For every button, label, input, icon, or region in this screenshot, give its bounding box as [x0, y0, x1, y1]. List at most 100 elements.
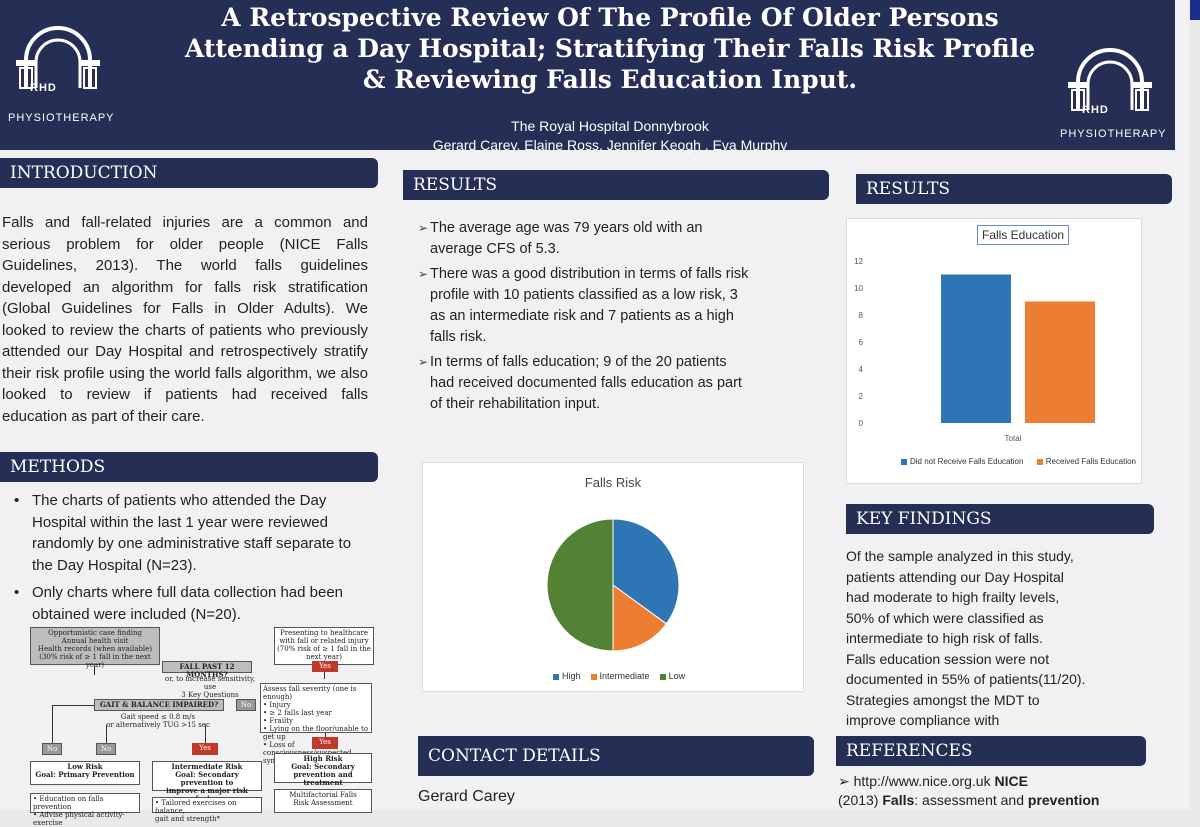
methods-heading: METHODS [0, 452, 378, 482]
list-item: ➢ In terms of falls education; 9 of the 2… [418, 354, 742, 412]
y-tick-label: 8 [859, 311, 864, 320]
y-tick-label: 2 [859, 392, 864, 401]
arch-icon [1068, 48, 1152, 111]
falls-risk-pie [546, 518, 680, 652]
falls-education-bars: 0 2 4 6 8 10 12 Total [854, 257, 1095, 443]
gait-speed-note: Gait speed ≤ 0.8 m/s or alternatively TU… [106, 713, 210, 729]
y-tick-label: 0 [859, 419, 864, 428]
text-line: improve compliance with [846, 712, 1000, 728]
institution: The Royal Hospital Donnybrook [511, 118, 709, 134]
key-questions-note: or, to increase sensitivity, use 3 Key Q… [164, 675, 256, 699]
arrow-icon: ➢ [418, 221, 429, 235]
yes-label: Yes [192, 743, 218, 755]
high-risk-actions: Multifactorial Falls Risk Assessment [274, 789, 372, 813]
legend-swatch [659, 673, 666, 680]
text-line: 50% of which were classified as [846, 609, 1044, 626]
rhd-logo-right: RHD PHYSIOTHERAPY [1060, 40, 1190, 150]
methods-list: • The charts of patients who attended the… [12, 490, 362, 631]
y-tick-label: 4 [859, 365, 864, 374]
pie-legend: High Intermediate Low [553, 671, 685, 681]
contact-name: Gerard Carey [418, 788, 515, 805]
pie-slice-high [612, 518, 680, 625]
text-line: Of the sample analyzed in this study, [846, 548, 1074, 564]
reference-item: ➢ http://www.nice.org.uk NICE [838, 773, 1028, 789]
y-tick-label: 12 [854, 257, 863, 266]
no-label: No [236, 699, 256, 711]
arrow-icon: ➢ [418, 355, 429, 369]
legend-item: High [553, 671, 581, 681]
fall-severity-box: Assess fall severity (one is enough) • I… [260, 683, 372, 765]
results-heading: RESULTS [403, 170, 829, 200]
yes-label: Yes [312, 737, 338, 749]
no-label: No [96, 743, 116, 755]
reference-item-line2: (2013) Falls: assessment and prevention [838, 792, 1100, 808]
fall-question-box: FALL PAST 12 MONTHS? [162, 661, 252, 679]
text-line: Strategies amongst the MDT to [846, 691, 1040, 708]
bar-did-not-receive [941, 274, 1011, 423]
low-risk-actions: • Education on falls prevention • Advise… [30, 793, 140, 827]
results-heading-right: RESULTS [856, 174, 1172, 204]
reference-link[interactable]: http://www.nice.org.uk [853, 773, 991, 789]
y-tick-label: 6 [859, 338, 864, 347]
low-risk-box: Low Risk Goal: Primary Prevention [30, 761, 140, 785]
falls-education-chart-card: Falls Education 0 2 4 6 8 10 12 Total Did not R… [846, 218, 1142, 484]
legend-item: Low [659, 671, 685, 681]
poster-header: RHD PHYSIOTHERAPY A Retrospective Review… [0, 0, 1175, 153]
falls-risk-chart-card: Falls Risk High Intermediate Low [422, 462, 804, 692]
authors: Gerard Carey, Elaine Ross, Jennifer Keog… [432, 137, 788, 153]
list-item: • The charts of patients who attended the… [14, 492, 352, 574]
list-item: • Only charts where full data collection … [14, 584, 344, 623]
logo-text: PHYSIOTHERAPY [8, 112, 115, 124]
intermediate-risk-actions: • Tailored exercises on balance, gait an… [152, 797, 262, 823]
legend-swatch [553, 673, 559, 680]
gait-question-box: GAIT & BALANCE IMPAIRED? [94, 699, 224, 711]
key-findings-text: Of the sample analyzed in this study, pa… [846, 546, 1146, 751]
title-line: Attending a Day Hospital; Stratifying Th… [184, 34, 1036, 63]
arch-icon [16, 26, 100, 89]
contact-heading: CONTACT DETAILS [418, 736, 814, 776]
rhd-logo-left: RHD PHYSIOTHERAPY [8, 18, 138, 128]
chart-title: Falls Risk [584, 475, 642, 490]
legend-swatch [901, 458, 907, 465]
title-line: A Retrospective Review Of The Profile Of… [221, 3, 999, 32]
text-line: had moderate to high frailty levels, [846, 589, 1060, 605]
logo-letters: RHD [1082, 104, 1109, 116]
references-text: ➢ http://www.nice.org.uk NICE (2013) Fal… [838, 772, 1138, 810]
arrow-icon: ➢ [418, 267, 429, 281]
references-heading: REFERENCES [836, 736, 1146, 766]
arrow-icon: ➢ [838, 773, 850, 789]
introduction-heading: INTRODUCTION [0, 158, 378, 188]
no-label: No [42, 743, 62, 755]
text-line: patients attending our Day Hospital [846, 568, 1064, 585]
bar-received [1025, 301, 1095, 423]
falls-algorithm-flowchart: Opportunistic case finding Annual health… [12, 625, 374, 827]
logo-text: PHYSIOTHERAPY [1060, 128, 1167, 140]
introduction-text: Falls and fall-related injuries are a co… [2, 214, 368, 425]
logo-letters: RHD [30, 82, 57, 94]
chart-title: Falls Education [977, 225, 1070, 245]
presenting-box: Presenting to healthcare with fall or re… [274, 627, 374, 665]
list-item: ➢ The average age was 79 years old with a… [418, 220, 703, 257]
x-category-label: Total [1005, 434, 1022, 443]
legend-swatch [1036, 458, 1043, 465]
pie-slice-low [546, 518, 614, 652]
pie-slice-intermediate [612, 584, 668, 652]
poster: RHD PHYSIOTHERAPY A Retrospective Review… [0, 0, 1175, 827]
text-line: intermediate to high risk of falls. [846, 630, 1043, 646]
legend-item: Intermediate [590, 671, 650, 681]
results-list: ➢ The average age was 79 years old with a… [418, 218, 753, 419]
legend-item: Received Falls Education [1036, 457, 1136, 466]
text-line: documented in 55% of patients(11/20). [846, 671, 1086, 687]
y-tick-label: 10 [854, 284, 863, 293]
yes-label: Yes [312, 661, 338, 672]
legend-item: Did not Receive Falls Education [901, 457, 1023, 466]
title-line: & Reviewing Falls Education Input. [362, 65, 858, 94]
key-findings-heading: KEY FINDINGS [846, 504, 1154, 534]
bar-legend: Did not Receive Falls Education Received… [901, 457, 1136, 466]
intermediate-risk-box: Intermediate Risk Goal: Secondary preven… [152, 761, 262, 803]
text-line: Falls education session were not [846, 650, 1050, 667]
list-item: ➢ There was a good distribution in terms … [418, 266, 749, 345]
legend-swatch [590, 673, 597, 680]
poster-title: A Retrospective Review Of The Profile Of… [160, 2, 1060, 95]
high-risk-box: High Risk Goal: Secondary prevention and… [274, 753, 372, 787]
